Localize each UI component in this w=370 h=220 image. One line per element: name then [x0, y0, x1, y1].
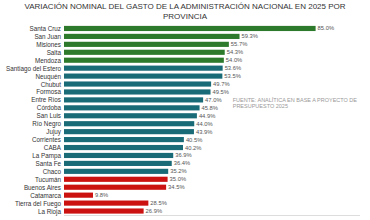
- chart: VARIACIÓN NOMINAL DEL GASTO DE LA ADMINI…: [0, 0, 370, 220]
- data-label: 55.7%: [231, 41, 247, 47]
- bar: [64, 121, 194, 126]
- data-label: 35.0%: [170, 176, 186, 182]
- bar: [64, 81, 211, 86]
- bar: [64, 42, 229, 47]
- data-label: 47.0%: [205, 97, 221, 103]
- bar: [64, 66, 223, 71]
- bar: [64, 34, 240, 39]
- data-label: 34.5%: [168, 184, 184, 190]
- data-label: 26.9%: [146, 208, 162, 214]
- bar: [64, 185, 166, 190]
- y-tick-label: Tierra del Fuego: [15, 200, 61, 208]
- y-tick-label: Formosa: [36, 88, 61, 95]
- y-tick-label: CABA: [44, 144, 62, 151]
- data-label: 53.6%: [225, 65, 241, 71]
- bar: [64, 201, 148, 206]
- y-tick-label: San Juan: [34, 33, 61, 40]
- y-tick-label: Entre Ríos: [31, 96, 61, 103]
- bar: [64, 145, 183, 150]
- y-tick-label: Santa Fe: [35, 160, 61, 167]
- y-tick-label: Jujuy: [46, 128, 62, 136]
- data-label: 9.8%: [95, 192, 108, 198]
- data-label: 49.5%: [213, 89, 229, 95]
- bar: [64, 161, 172, 166]
- y-tick-label: Mendoza: [35, 57, 61, 64]
- data-label: 45.8%: [202, 105, 218, 111]
- data-label: 40.2%: [185, 145, 201, 151]
- y-tick-label: Tucumán: [35, 176, 62, 183]
- title: VARIACIÓN NOMINAL DEL GASTO DE LA ADMINI…: [24, 2, 345, 21]
- bar: [64, 153, 173, 158]
- y-tick-label: Santiago del Estero: [6, 65, 61, 73]
- y-tick-label: Salta: [47, 49, 62, 56]
- y-tick-label: Misiones: [36, 41, 61, 48]
- bar: [64, 58, 224, 63]
- data-label: 36.4%: [174, 160, 190, 166]
- data-label: 54.0%: [226, 57, 242, 63]
- data-label: 54.3%: [227, 49, 243, 55]
- bar: [64, 169, 168, 174]
- bar: [64, 105, 200, 110]
- bar: [64, 50, 225, 55]
- data-label: 59.3%: [242, 33, 258, 39]
- bar: [64, 89, 211, 94]
- data-label: 28.5%: [150, 200, 166, 206]
- data-label: 85.0%: [318, 25, 334, 31]
- bar: [64, 177, 168, 182]
- annotation: FUENTE: ANALÍTICA EN BASE A PROYECTO DEP…: [233, 97, 358, 110]
- bars: [64, 26, 316, 214]
- bar: [64, 97, 203, 102]
- bar: [64, 193, 93, 198]
- y-tick-label: Chubut: [41, 81, 62, 88]
- data-label: 44.0%: [196, 121, 212, 127]
- bar: [64, 137, 184, 142]
- y-tick-label: Córdoba: [37, 104, 62, 111]
- labels: 85.0% 59.3% 55.7% 54.3% 54.0% 53.6% 53.5% 49.7%…: [6, 25, 334, 216]
- data-label: 36.9%: [175, 152, 191, 158]
- y-tick-label: Río Negro: [32, 120, 61, 128]
- bar: [64, 26, 316, 31]
- data-label: 43.9%: [196, 129, 212, 135]
- data-label: 44.9%: [199, 113, 215, 119]
- y-tick-label: Catamarca: [30, 192, 61, 199]
- y-tick-label: San Luis: [36, 112, 61, 119]
- y-tick-label: La Rioja: [38, 208, 62, 216]
- data-label: 53.5%: [224, 73, 240, 79]
- x-axis-line: [64, 215, 360, 216]
- data-label: 35.2%: [170, 168, 186, 174]
- y-tick-label: Santa Cruz: [30, 25, 62, 32]
- y-tick-label: Chaco: [43, 168, 62, 175]
- bar: [64, 74, 222, 79]
- y-tick-label: La Pampa: [32, 152, 61, 160]
- bar: [64, 113, 197, 118]
- data-label: 40.5%: [186, 137, 202, 143]
- y-tick-label: Corrientes: [32, 136, 61, 143]
- bar: [64, 208, 144, 213]
- bar: [64, 129, 194, 134]
- y-tick-label: Neuquén: [35, 73, 61, 81]
- data-label: 49.7%: [213, 81, 229, 87]
- y-tick-label: Buenos Aires: [24, 184, 61, 191]
